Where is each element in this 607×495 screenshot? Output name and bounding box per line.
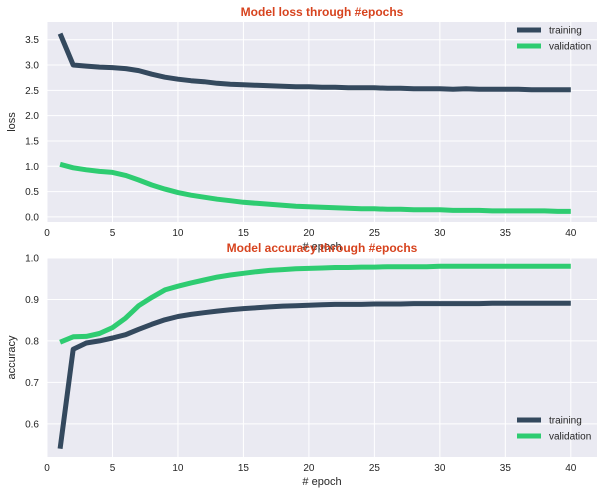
- x-tick-label: 5: [110, 463, 116, 474]
- x-tick-label: 15: [238, 228, 250, 239]
- x-tick-label: 10: [172, 463, 184, 474]
- x-tick-label: 20: [303, 228, 315, 239]
- y-tick-label: 0.5: [25, 187, 39, 198]
- loss-chart: 0 5 10 15 20 25 30 35 40 0.0 0.5 1.0 1.5 2.0 2.5 3.0 3.5…: [6, 5, 597, 253]
- x-tick-label: 25: [369, 463, 381, 474]
- x-tick-label: 30: [434, 228, 446, 239]
- x-tick-label: 40: [565, 463, 577, 474]
- x-axis-label: # epoch: [302, 476, 341, 488]
- x-tick-label: 30: [434, 463, 446, 474]
- y-tick-label: 0.6: [25, 419, 39, 430]
- legend-label-training: training: [549, 26, 582, 37]
- x-tick-label: 35: [500, 228, 512, 239]
- plot-area: [47, 258, 597, 457]
- y-tick-label: 3.5: [25, 35, 39, 46]
- y-tick-label: 1.5: [25, 136, 39, 147]
- chart-title: Model loss through #epochs: [241, 5, 404, 19]
- y-tick-label: 2.0: [25, 111, 39, 122]
- y-tick-label: 1.0: [25, 162, 39, 173]
- x-axis-label: # epoch: [302, 241, 341, 253]
- series-line-training: [57, 32, 571, 93]
- y-tick-label: 0.0: [25, 212, 39, 223]
- series-line-validation: [59, 263, 571, 345]
- y-tick-label: 0.7: [25, 378, 39, 389]
- x-tick-label: 10: [172, 228, 184, 239]
- y-tick-label: 3.0: [25, 61, 39, 72]
- accuracy-chart: 0 5 10 15 20 25 30 35 40 0.6 0.7 0.8 0.9 1.0 Model acc…: [6, 241, 597, 488]
- x-tick-label: 25: [369, 228, 381, 239]
- x-tick-label: 35: [500, 463, 512, 474]
- x-tick-label: 15: [238, 463, 250, 474]
- y-tick-label: 0.9: [25, 295, 39, 306]
- x-tick-label: 5: [110, 228, 116, 239]
- legend-label-validation: validation: [549, 42, 591, 53]
- y-axis-label: accuracy: [6, 335, 18, 380]
- legend-label-training: training: [549, 416, 582, 427]
- x-tick-label: 40: [565, 228, 577, 239]
- y-tick-label: 0.8: [25, 336, 39, 347]
- y-tick-label: 1.0: [25, 254, 39, 265]
- y-axis-label: loss: [6, 112, 18, 132]
- chart-title: Model accuracy through #epochs: [227, 241, 418, 255]
- legend-label-validation: validation: [549, 432, 591, 443]
- series-line-validation: [59, 161, 571, 214]
- series-line-training: [57, 300, 571, 450]
- y-tick-label: 2.5: [25, 86, 39, 97]
- x-tick-label: 0: [44, 463, 50, 474]
- x-tick-label: 0: [44, 228, 50, 239]
- x-tick-label: 20: [303, 463, 315, 474]
